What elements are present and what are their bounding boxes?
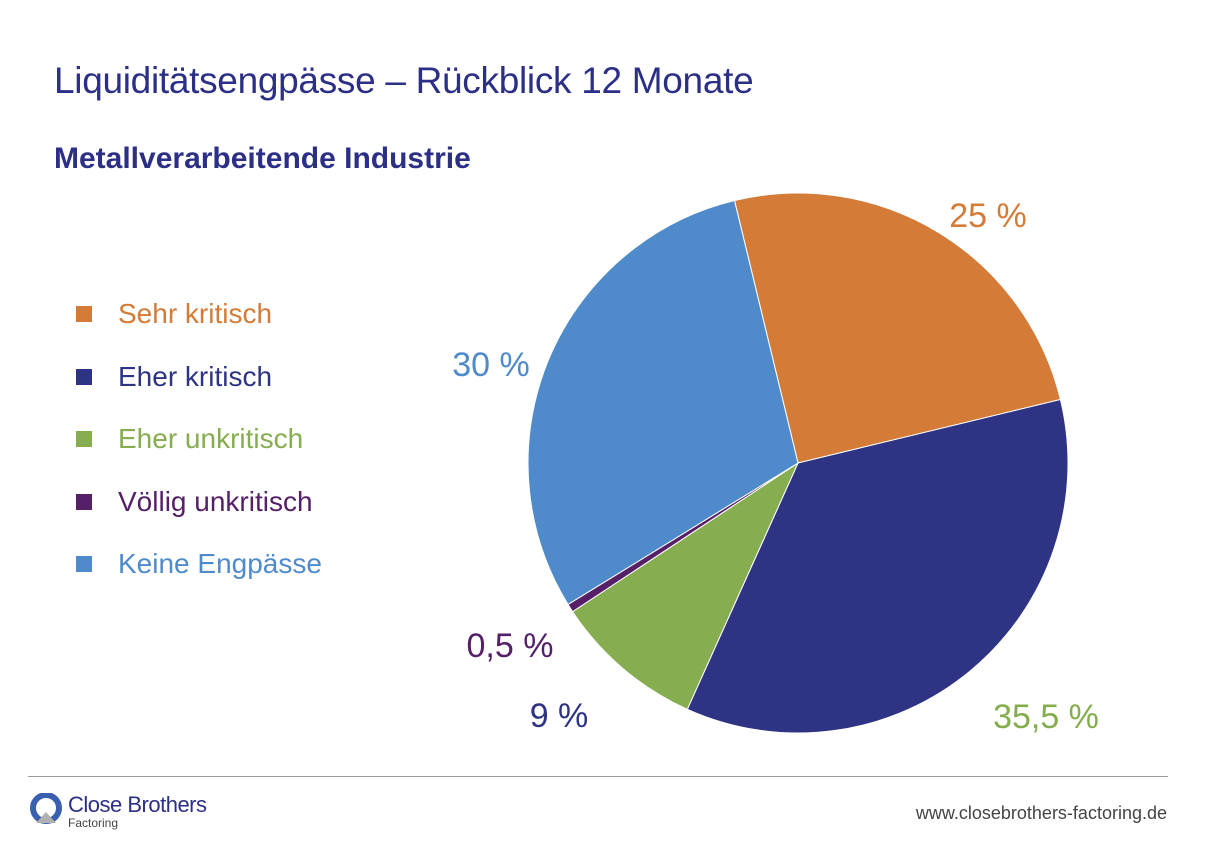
data-label: 30 %: [452, 346, 530, 384]
divider: [28, 776, 1168, 777]
pie-slice: [686, 398, 1069, 734]
legend-item: Eher kritisch: [76, 346, 322, 409]
legend-item: Sehr kritisch: [76, 283, 322, 346]
data-label: 35,5 %: [993, 698, 1099, 736]
legend: Sehr kritisch Eher kritisch Eher unkritisc…: [76, 283, 322, 596]
legend-item: Völlig unkritisch: [76, 471, 322, 534]
pie-slice: [733, 192, 1062, 464]
legend-swatch: [76, 493, 92, 510]
legend-swatch: [76, 556, 92, 573]
data-label: 25 %: [949, 197, 1027, 235]
chart-subtitle: Metallverarbeitende Industrie: [54, 142, 471, 175]
logo: Close Brothers Factoring: [30, 793, 207, 830]
close-brothers-logo-icon: [30, 793, 62, 824]
data-label: 9 %: [530, 697, 589, 735]
legend-label: Völlig unkritisch: [118, 485, 313, 517]
pie-slice: [571, 461, 800, 710]
legend-item: Keine Engpässe: [76, 533, 322, 596]
legend-label: Eher unkritisch: [118, 423, 304, 455]
legend-swatch: [76, 306, 92, 323]
legend-label: Keine Engpässe: [118, 548, 322, 580]
pie-slice: [527, 199, 799, 606]
logo-name: Close Brothers: [68, 792, 207, 817]
website-url: www.closebrothers-factoring.de: [915, 803, 1167, 823]
legend-label: Sehr kritisch: [118, 298, 273, 330]
data-label: 0,5 %: [467, 627, 554, 665]
logo-subtitle: Factoring: [68, 816, 119, 830]
chart-title: Liquiditätsengpässe – Rückblick 12 Monat…: [54, 60, 754, 101]
legend-item: Eher unkritisch: [76, 408, 322, 471]
legend-label: Eher kritisch: [118, 360, 273, 392]
legend-swatch: [76, 431, 92, 448]
legend-swatch: [76, 368, 92, 385]
